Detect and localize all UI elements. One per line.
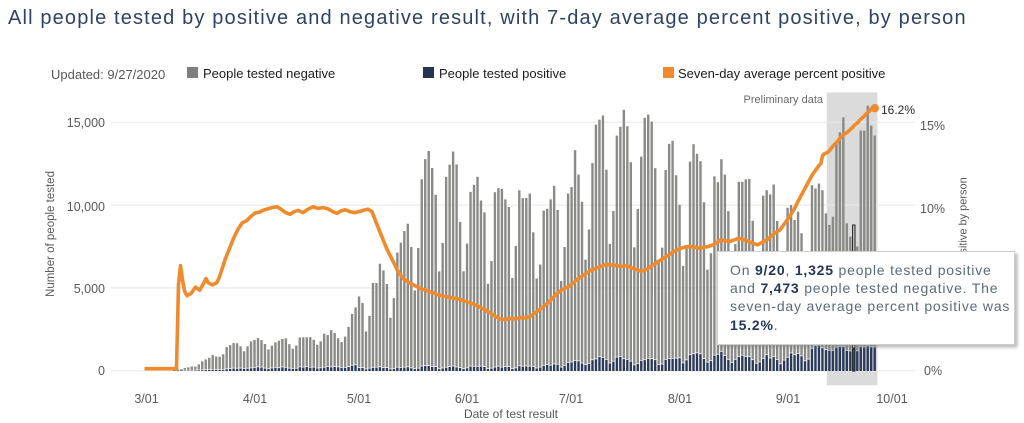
svg-text:Number of people tested: Number of people tested — [45, 171, 57, 297]
